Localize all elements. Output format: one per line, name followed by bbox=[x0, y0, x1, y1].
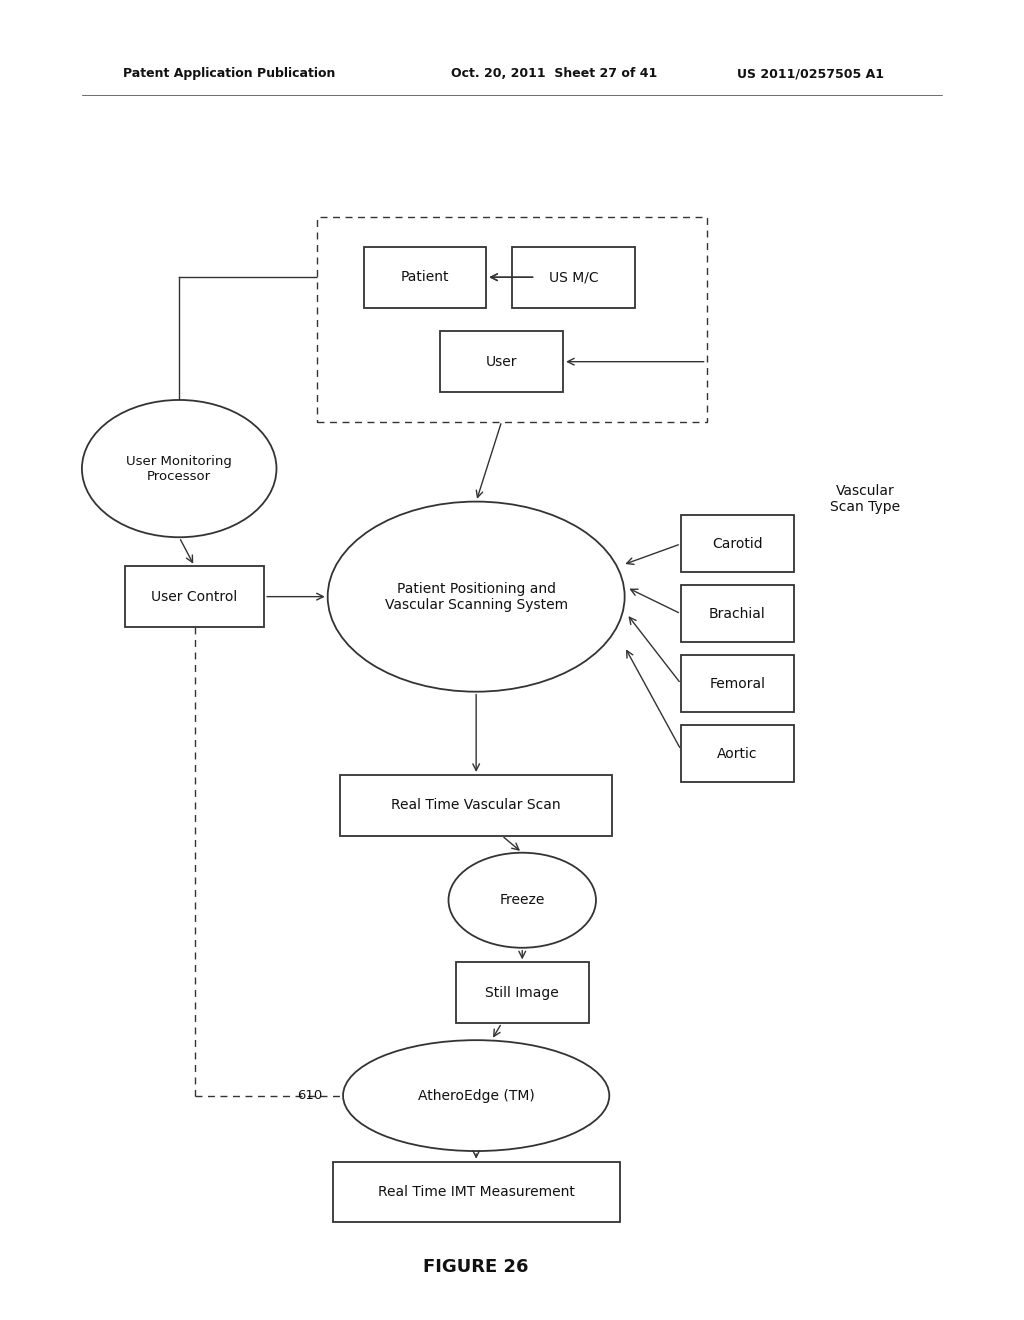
Text: Brachial: Brachial bbox=[709, 607, 766, 620]
Bar bbox=[340, 775, 612, 836]
Bar bbox=[681, 656, 794, 713]
Ellipse shape bbox=[449, 853, 596, 948]
Bar bbox=[333, 1162, 620, 1222]
Text: Patent Application Publication: Patent Application Publication bbox=[123, 67, 335, 81]
Text: Vascular
Scan Type: Vascular Scan Type bbox=[830, 484, 900, 513]
Ellipse shape bbox=[328, 502, 625, 692]
Text: Patient: Patient bbox=[400, 271, 450, 284]
Text: 610: 610 bbox=[297, 1089, 323, 1102]
Bar bbox=[681, 516, 794, 573]
Text: Real Time IMT Measurement: Real Time IMT Measurement bbox=[378, 1185, 574, 1199]
Ellipse shape bbox=[82, 400, 276, 537]
Text: User Control: User Control bbox=[152, 590, 238, 603]
Bar bbox=[364, 247, 486, 308]
Text: Carotid: Carotid bbox=[712, 537, 763, 550]
Text: AtheroEdge (TM): AtheroEdge (TM) bbox=[418, 1089, 535, 1102]
Text: FIGURE 26: FIGURE 26 bbox=[423, 1258, 529, 1276]
Bar bbox=[512, 247, 635, 308]
Bar bbox=[456, 962, 589, 1023]
Text: Femoral: Femoral bbox=[710, 677, 765, 690]
Bar bbox=[440, 331, 563, 392]
Bar bbox=[681, 726, 794, 781]
Bar bbox=[317, 216, 707, 422]
Bar bbox=[681, 585, 794, 642]
Text: Patient Positioning and
Vascular Scanning System: Patient Positioning and Vascular Scannin… bbox=[385, 582, 567, 611]
Text: US M/C: US M/C bbox=[549, 271, 598, 284]
Text: Oct. 20, 2011  Sheet 27 of 41: Oct. 20, 2011 Sheet 27 of 41 bbox=[451, 67, 656, 81]
Ellipse shape bbox=[343, 1040, 609, 1151]
Text: Real Time Vascular Scan: Real Time Vascular Scan bbox=[391, 799, 561, 812]
Text: Still Image: Still Image bbox=[485, 986, 559, 999]
Text: US 2011/0257505 A1: US 2011/0257505 A1 bbox=[737, 67, 885, 81]
Text: Freeze: Freeze bbox=[500, 894, 545, 907]
Text: User Monitoring
Processor: User Monitoring Processor bbox=[126, 454, 232, 483]
Text: Aortic: Aortic bbox=[717, 747, 758, 760]
Bar bbox=[125, 566, 264, 627]
Text: User: User bbox=[486, 355, 517, 368]
